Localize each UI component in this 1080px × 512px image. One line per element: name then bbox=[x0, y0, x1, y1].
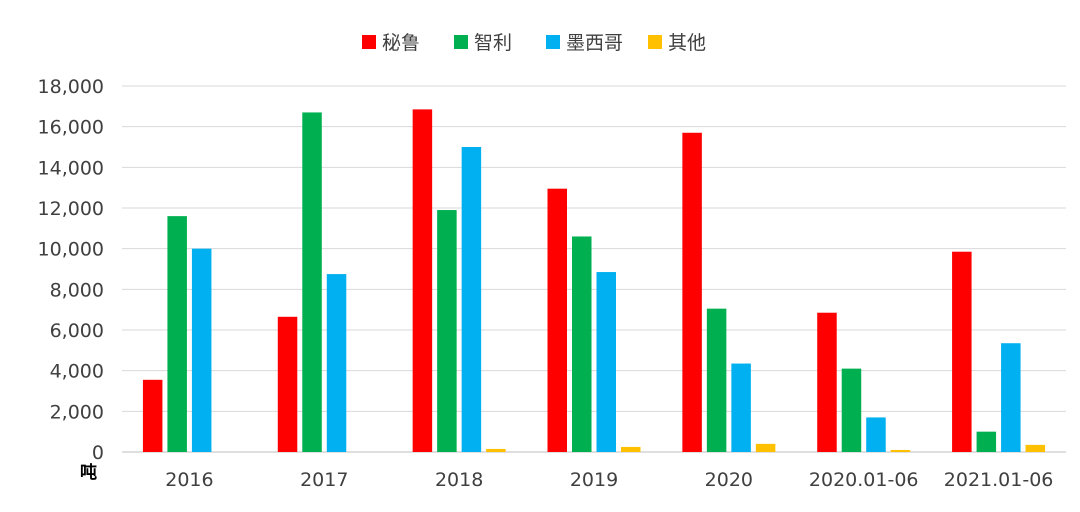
y-tick-label: 14,000 bbox=[38, 157, 104, 179]
x-axis: 2016 2017 2018 2019 2020 2020.01-06 2021.01-06 bbox=[165, 469, 1053, 491]
x-tick-label: 2020 bbox=[705, 469, 753, 491]
x-tick-label: 2017 bbox=[300, 469, 348, 491]
bar bbox=[755, 443, 776, 452]
bar bbox=[621, 446, 641, 452]
bar bbox=[890, 449, 911, 452]
y-tick-label: 10,000 bbox=[38, 239, 104, 261]
bar bbox=[412, 109, 433, 452]
bar bbox=[817, 312, 837, 452]
legend: 秘鲁 智利 墨西哥 其他 bbox=[362, 32, 706, 54]
bar bbox=[706, 308, 727, 452]
y-tick-label: 4,000 bbox=[50, 361, 104, 383]
y-tick-label: 6,000 bbox=[50, 320, 104, 342]
legend-swatch bbox=[648, 35, 662, 49]
legend-swatch bbox=[362, 35, 376, 49]
legend-label: 其他 bbox=[668, 32, 706, 54]
y-axis-unit-label: 吨 bbox=[80, 462, 97, 483]
bar bbox=[277, 316, 298, 452]
bar bbox=[682, 132, 702, 452]
legend-label: 墨西哥 bbox=[566, 32, 623, 54]
y-axis: 0 2,000 4,000 6,000 8,000 10,000 12,000 14,000 1… bbox=[38, 76, 104, 464]
bar bbox=[866, 417, 886, 452]
y-tick-label: 18,000 bbox=[38, 76, 104, 98]
bar bbox=[596, 272, 616, 452]
bar bbox=[976, 431, 997, 452]
bar bbox=[142, 379, 163, 452]
bar bbox=[167, 216, 187, 452]
bar bbox=[841, 368, 862, 452]
bar bbox=[1001, 343, 1021, 452]
bar bbox=[486, 448, 506, 452]
bar bbox=[572, 236, 592, 452]
bars bbox=[142, 109, 1046, 452]
x-tick-label: 2021.01-06 bbox=[944, 469, 1054, 491]
gridlines bbox=[122, 85, 1066, 453]
bar bbox=[547, 188, 567, 452]
bar bbox=[731, 363, 751, 452]
y-tick-label: 16,000 bbox=[38, 117, 104, 139]
x-tick-label: 2020.01-06 bbox=[809, 469, 919, 491]
bar bbox=[302, 112, 322, 452]
bar bbox=[437, 210, 457, 452]
x-tick-label: 2019 bbox=[570, 469, 618, 491]
x-tick-label: 2016 bbox=[165, 469, 213, 491]
y-tick-label: 2,000 bbox=[50, 401, 104, 423]
bar bbox=[1025, 444, 1046, 452]
y-tick-label: 8,000 bbox=[50, 279, 104, 301]
y-tick-label: 0 bbox=[92, 442, 104, 464]
x-tick-label: 2018 bbox=[435, 469, 483, 491]
y-tick-label: 12,000 bbox=[38, 198, 104, 220]
legend-swatch bbox=[454, 35, 468, 49]
bar bbox=[461, 147, 482, 452]
legend-label: 秘鲁 bbox=[382, 32, 420, 54]
legend-swatch bbox=[546, 35, 560, 49]
bar bbox=[326, 274, 347, 452]
bar bbox=[191, 248, 212, 452]
legend-label: 智利 bbox=[474, 32, 512, 54]
bar bbox=[952, 251, 972, 452]
